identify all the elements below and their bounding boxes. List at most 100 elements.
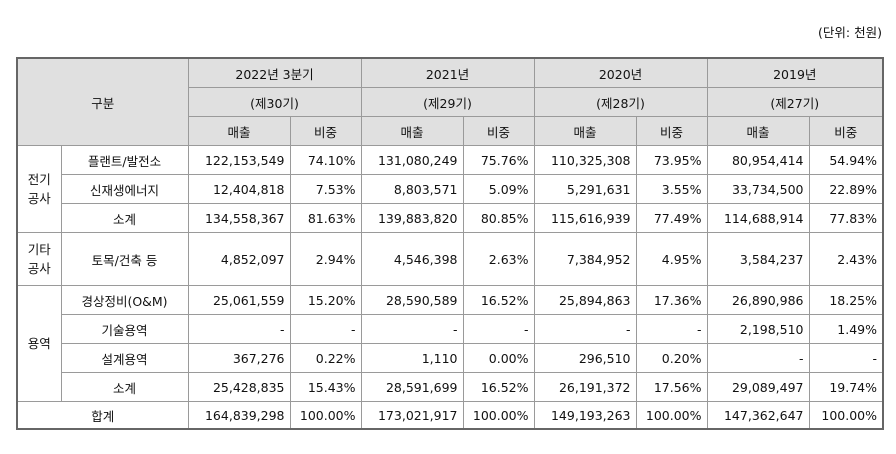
- table-row: 기술용역 - - - - - - 2,198,510 1.49%: [17, 314, 884, 344]
- header-sales: 매출: [533, 116, 637, 146]
- row-label: 플랜트/발전소: [60, 145, 189, 175]
- header-row-years: 구분 2022년 3분기 2021년 2020년 2019년: [16, 57, 884, 146]
- sales-cell: 115,616,939: [533, 203, 637, 233]
- sales-cell: 147,362,647: [706, 401, 810, 430]
- group-other: 기타 공사: [16, 232, 62, 286]
- group-electric: 전기 공사: [16, 145, 62, 233]
- row-label: 소계: [60, 203, 189, 233]
- header-term: (제28기): [533, 87, 708, 117]
- table-row: 기타 공사 토목/건축 등 4,852,097 2.94% 4,546,398 …: [16, 232, 884, 286]
- sales-cell: 12,404,818: [187, 174, 291, 204]
- header-year: 2019년: [706, 57, 884, 88]
- header-term: (제29기): [360, 87, 535, 117]
- ratio-cell: 77.83%: [808, 203, 884, 233]
- header-year: 2020년: [533, 57, 708, 88]
- row-label: 경상정비(O&M): [60, 285, 189, 315]
- table-row-subtotal: 소계 134,558,367 81.63% 139,883,820 80.85%…: [17, 203, 884, 233]
- ratio-cell: 2.63%: [462, 232, 535, 286]
- ratio-cell: 15.20%: [289, 285, 362, 315]
- sales-cell: 173,021,917: [360, 401, 464, 430]
- sales-cell: -: [360, 314, 464, 344]
- header-term: (제27기): [706, 87, 884, 117]
- sales-cell: 8,803,571: [360, 174, 464, 204]
- sales-cell: 25,061,559: [187, 285, 291, 315]
- group-label: 용역: [27, 336, 51, 351]
- ratio-cell: 3.55%: [635, 174, 708, 204]
- ratio-cell: 0.00%: [462, 343, 535, 373]
- ratio-cell: 100.00%: [808, 401, 884, 430]
- sales-cell: 139,883,820: [360, 203, 464, 233]
- ratio-cell: 18.25%: [808, 285, 884, 315]
- sales-cell: 33,734,500: [706, 174, 810, 204]
- header-category: 구분: [16, 57, 189, 146]
- ratio-cell: 19.74%: [808, 372, 884, 402]
- ratio-cell: 1.49%: [808, 314, 884, 344]
- sales-cell: -: [533, 314, 637, 344]
- sales-cell: 26,890,986: [706, 285, 810, 315]
- ratio-cell: -: [635, 314, 708, 344]
- sales-cell: 149,193,263: [533, 401, 637, 430]
- sales-cell: 4,852,097: [187, 232, 291, 286]
- ratio-cell: 16.52%: [462, 372, 535, 402]
- ratio-cell: 0.22%: [289, 343, 362, 373]
- table-row: 설계용역 367,276 0.22% 1,110 0.00% 296,510 0…: [17, 343, 884, 373]
- sales-cell: 80,954,414: [706, 145, 810, 175]
- table-row: 신재생에너지 12,404,818 7.53% 8,803,571 5.09% …: [17, 174, 884, 204]
- header-ratio: 비중: [635, 116, 708, 146]
- header-ratio: 비중: [462, 116, 535, 146]
- ratio-cell: 7.53%: [289, 174, 362, 204]
- table-row-subtotal: 소계 25,428,835 15.43% 28,591,699 16.52% 2…: [17, 372, 884, 402]
- ratio-cell: 22.89%: [808, 174, 884, 204]
- sales-cell: 164,839,298: [187, 401, 291, 430]
- ratio-cell: 77.49%: [635, 203, 708, 233]
- table-row: 전기 공사 플랜트/발전소 122,153,549 74.10% 131,080…: [16, 145, 884, 233]
- ratio-cell: 17.36%: [635, 285, 708, 315]
- sales-cell: 25,428,835: [187, 372, 291, 402]
- row-label: 기술용역: [60, 314, 189, 344]
- header-sales: 매출: [360, 116, 464, 146]
- sales-cell: 4,546,398: [360, 232, 464, 286]
- sales-cell: 114,688,914: [706, 203, 810, 233]
- group-label: 공사: [27, 261, 51, 276]
- row-label: 신재생에너지: [60, 174, 189, 204]
- ratio-cell: -: [462, 314, 535, 344]
- ratio-cell: 2.94%: [289, 232, 362, 286]
- header-sales: 매출: [706, 116, 810, 146]
- header-row-metrics: 매출 비중 매출 비중 매출 비중 매출 비중: [17, 116, 884, 146]
- sales-cell: 131,080,249: [360, 145, 464, 175]
- ratio-cell: 74.10%: [289, 145, 362, 175]
- ratio-cell: 54.94%: [808, 145, 884, 175]
- sales-cell: -: [706, 343, 810, 373]
- table-row: 용역 경상정비(O&M) 25,061,559 15.20% 28,590,58…: [16, 285, 884, 402]
- ratio-cell: 100.00%: [462, 401, 535, 430]
- sales-cell: 26,191,372: [533, 372, 637, 402]
- ratio-cell: 73.95%: [635, 145, 708, 175]
- ratio-cell: 80.85%: [462, 203, 535, 233]
- sales-cell: 122,153,549: [187, 145, 291, 175]
- row-label: 토목/건축 등: [60, 232, 189, 286]
- sales-cell: 7,384,952: [533, 232, 637, 286]
- ratio-cell: 100.00%: [289, 401, 362, 430]
- ratio-cell: 5.09%: [462, 174, 535, 204]
- header-ratio: 비중: [289, 116, 362, 146]
- group-label: 전기: [27, 172, 51, 187]
- group-label: 공사: [27, 191, 51, 206]
- ratio-cell: 2.43%: [808, 232, 884, 286]
- header-term: (제30기): [187, 87, 362, 117]
- header-row-terms: (제30기) (제29기) (제28기) (제27기): [17, 87, 884, 117]
- sales-cell: 296,510: [533, 343, 637, 373]
- sales-cell: 29,089,497: [706, 372, 810, 402]
- unit-label: (단위: 천원): [818, 25, 882, 40]
- sales-cell: 134,558,367: [187, 203, 291, 233]
- sales-cell: 3,584,237: [706, 232, 810, 286]
- ratio-cell: -: [289, 314, 362, 344]
- ratio-cell: 16.52%: [462, 285, 535, 315]
- ratio-cell: 0.20%: [635, 343, 708, 373]
- sales-cell: 1,110: [360, 343, 464, 373]
- row-label: 설계용역: [60, 343, 189, 373]
- header-year: 2021년: [360, 57, 535, 88]
- table-row-total: 합계 164,839,298 100.00% 173,021,917 100.0…: [16, 401, 884, 430]
- header-sales: 매출: [187, 116, 291, 146]
- ratio-cell: 75.76%: [462, 145, 535, 175]
- ratio-cell: 17.56%: [635, 372, 708, 402]
